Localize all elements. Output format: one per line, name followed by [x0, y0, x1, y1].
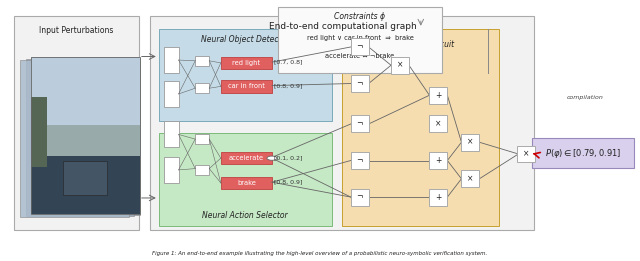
Text: ¬: ¬ [356, 193, 363, 201]
Bar [342, 29, 499, 226]
Text: Neural Object Detector: Neural Object Detector [201, 35, 289, 44]
Text: ×: × [467, 174, 474, 183]
Bar [164, 81, 179, 107]
Circle shape [267, 156, 277, 160]
Text: $P(\varphi) \in [0.79, 0.91]$: $P(\varphi) \in [0.79, 0.91]$ [545, 147, 621, 160]
Bar [221, 57, 272, 69]
Bar [351, 115, 369, 132]
Bar [195, 56, 209, 66]
Text: [0.8, 0.9]: [0.8, 0.9] [274, 83, 303, 88]
Text: ×: × [435, 120, 442, 128]
Bar [26, 59, 134, 216]
Bar [164, 157, 179, 183]
Bar [221, 80, 272, 93]
Text: accelerate ⇔ ¬brake: accelerate ⇔ ¬brake [325, 53, 395, 59]
Bar [31, 57, 140, 214]
Text: compilation: compilation [566, 95, 604, 100]
Bar [351, 152, 369, 169]
Bar [278, 7, 442, 73]
Bar [461, 170, 479, 187]
Bar [31, 125, 140, 159]
Bar [31, 97, 47, 167]
Text: red light: red light [232, 60, 260, 66]
Bar [164, 121, 179, 147]
Text: ¬: ¬ [356, 79, 363, 88]
Bar [63, 161, 107, 195]
Text: ×: × [523, 150, 529, 158]
Bar [14, 16, 139, 230]
Text: [0.7, 0.8]: [0.7, 0.8] [274, 60, 303, 65]
Text: +: + [435, 91, 442, 100]
Text: Arithmetic Circuit: Arithmetic Circuit [387, 40, 454, 49]
Bar [221, 152, 272, 164]
Bar [429, 152, 447, 169]
Text: +: + [435, 156, 442, 165]
Bar [461, 134, 479, 151]
Bar [31, 58, 140, 215]
Text: red light ∨ car in front  ⇒  brake: red light ∨ car in front ⇒ brake [307, 35, 413, 41]
Text: ¬: ¬ [356, 120, 363, 128]
Text: Constraints ϕ: Constraints ϕ [335, 13, 385, 21]
Bar [195, 134, 209, 144]
Text: [0.1, 0.2]: [0.1, 0.2] [274, 155, 303, 160]
Text: Neural Action Selector: Neural Action Selector [202, 211, 288, 220]
Text: accelerate: accelerate [229, 155, 264, 161]
Text: Figure 1: An end-to-end example illustrating the high-level overview of a probab: Figure 1: An end-to-end example illustra… [152, 251, 488, 256]
Text: ¬: ¬ [356, 43, 363, 51]
Bar [429, 115, 447, 132]
Bar [31, 57, 140, 128]
Text: car in front: car in front [228, 84, 265, 89]
Bar [532, 138, 634, 168]
Bar [351, 75, 369, 92]
Bar [20, 60, 129, 217]
Bar [195, 83, 209, 93]
Bar [351, 188, 369, 206]
Text: brake: brake [237, 180, 256, 186]
Bar [164, 47, 179, 73]
Text: ×: × [397, 61, 403, 70]
Text: ×: × [467, 138, 474, 147]
Text: Input Perturbations: Input Perturbations [39, 26, 114, 34]
Bar [351, 39, 369, 56]
Bar [31, 156, 140, 214]
Text: +: + [435, 193, 442, 201]
Bar [391, 57, 409, 74]
Text: ¬: ¬ [356, 156, 363, 165]
Text: End-to-end computational graph: End-to-end computational graph [269, 22, 416, 31]
Bar [150, 16, 534, 230]
Bar [221, 177, 272, 189]
Bar [517, 146, 535, 162]
Bar [159, 29, 332, 121]
Text: [0.8, 0.9]: [0.8, 0.9] [274, 180, 303, 185]
Bar [195, 165, 209, 175]
Bar [159, 133, 332, 226]
Bar [429, 87, 447, 104]
Bar [429, 188, 447, 206]
